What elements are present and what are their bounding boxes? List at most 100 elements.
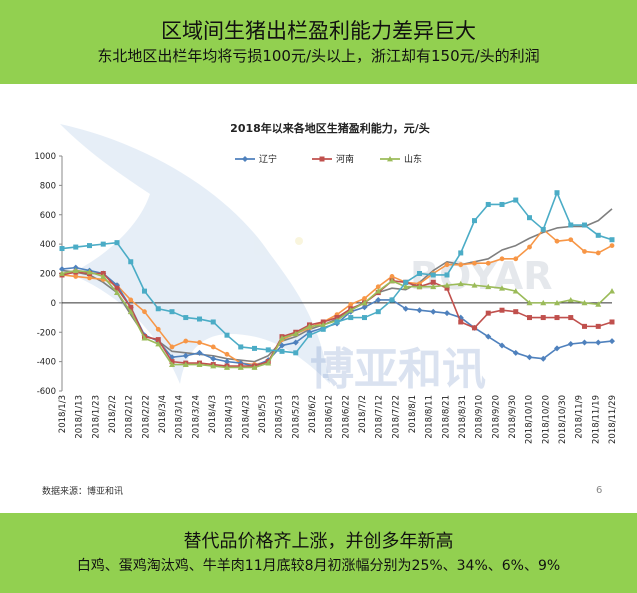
chart-title: 2018年以来各地区生猪盈利能力，元/头 xyxy=(230,121,430,135)
footer-title: 替代品价格齐上涨，并创多年新高 xyxy=(183,531,454,552)
point-marker-square xyxy=(485,201,491,207)
x-tick-label: 2018/4/13 xyxy=(225,395,235,439)
x-tick-label: 2018/8/21 xyxy=(441,395,451,439)
legend-item-2: 河南 xyxy=(312,153,354,165)
x-tick-label: 2018/8/1 xyxy=(408,395,418,433)
point-marker-square xyxy=(307,332,312,338)
point-marker-triangle xyxy=(237,364,244,370)
point-marker-triangle xyxy=(100,273,107,279)
x-tick-label: 2018/6/22 xyxy=(341,395,351,439)
point-marker-square xyxy=(59,246,65,252)
x-tick-label: 2018/6/12 xyxy=(325,395,335,439)
slide-title: 区域间生猪出栏盈利能力差异巨大 xyxy=(161,19,476,43)
point-marker-square xyxy=(100,241,106,247)
point-marker-square xyxy=(472,325,477,331)
point-marker-triangle xyxy=(127,308,134,315)
point-marker-square xyxy=(540,226,546,232)
y-tick-label: 1000 xyxy=(34,152,56,162)
point-marker-triangle xyxy=(430,283,437,290)
point-marker-square xyxy=(389,297,395,303)
legend-label: 河南 xyxy=(336,153,354,165)
point-marker-circle xyxy=(142,309,147,315)
point-marker-square xyxy=(320,326,326,332)
point-marker-triangle xyxy=(471,282,478,288)
bird-eye xyxy=(295,237,303,245)
point-marker-square xyxy=(224,332,230,338)
point-marker-diamond xyxy=(375,296,382,303)
point-marker-circle xyxy=(183,338,189,344)
point-marker-triangle xyxy=(265,360,272,366)
point-marker-square xyxy=(527,315,532,321)
point-marker-circle xyxy=(375,284,381,290)
point-marker-diamond xyxy=(224,358,230,365)
point-marker-circle xyxy=(73,274,79,279)
point-marker-diamond xyxy=(554,345,560,352)
point-marker-diamond xyxy=(242,156,248,162)
point-marker-square xyxy=(87,243,92,249)
header-banner: 区域间生猪出栏盈利能力差异巨大 东北地区出栏年均将亏损100元/头以上，浙江却有… xyxy=(0,0,637,84)
point-marker-square xyxy=(444,272,450,278)
point-marker-square xyxy=(142,288,147,294)
y-tick-label: -200 xyxy=(37,328,56,338)
point-marker-triangle xyxy=(72,267,79,273)
point-marker-diamond xyxy=(182,352,189,359)
legend-item-3: 山东 xyxy=(380,153,422,165)
point-marker-circle xyxy=(87,275,92,281)
point-marker-square xyxy=(499,201,505,207)
watermark-bird-logo xyxy=(60,124,330,384)
y-tick-label: 0 xyxy=(51,299,56,309)
point-marker-triangle xyxy=(210,363,217,369)
point-marker-square xyxy=(609,319,615,325)
point-marker-circle xyxy=(527,244,532,250)
point-marker-square xyxy=(582,222,587,228)
point-marker-diamond xyxy=(416,307,423,314)
point-marker-square xyxy=(458,250,464,256)
point-marker-circle xyxy=(362,296,367,301)
legend: 辽宁 河南 山东 xyxy=(235,153,422,165)
point-marker-circle xyxy=(197,340,202,345)
x-tick-label: 2018/1/23 xyxy=(91,395,101,439)
x-tick-label: 2018/5/3 xyxy=(258,395,268,433)
point-marker-triangle xyxy=(499,285,505,291)
point-marker-square xyxy=(155,337,161,343)
x-tick-label: 2018/6/2 xyxy=(308,395,318,433)
point-marker-square xyxy=(430,272,436,278)
point-marker-circle xyxy=(444,262,450,268)
y-tick-label: 800 xyxy=(40,181,56,191)
point-marker-square xyxy=(265,347,271,353)
point-marker-diamond xyxy=(540,355,547,362)
point-marker-square xyxy=(417,271,422,276)
point-marker-diamond xyxy=(279,342,285,349)
x-tick-label: 2018/2/22 xyxy=(141,395,151,439)
bird-wing-shape xyxy=(60,124,330,384)
x-tick-label: 2018/11/29 xyxy=(608,395,618,444)
point-marker-triangle xyxy=(320,321,327,328)
point-marker-square xyxy=(210,319,216,325)
x-tick-label: 2018/7/2 xyxy=(358,395,368,433)
point-marker-diamond xyxy=(526,354,533,361)
x-tick-label: 2018/9/10 xyxy=(475,395,485,439)
point-marker-square xyxy=(183,315,189,321)
point-marker-circle xyxy=(458,262,464,268)
point-marker-diamond xyxy=(512,349,519,356)
point-marker-square xyxy=(513,197,519,203)
x-tick-label: 2018/3/4 xyxy=(158,395,168,433)
point-marker-triangle xyxy=(251,364,258,370)
x-tick-label: 2018/2/12 xyxy=(125,395,135,439)
x-tick-label: 2018/4/3 xyxy=(208,395,218,433)
point-marker-triangle xyxy=(182,361,189,367)
point-marker-triangle xyxy=(224,364,230,370)
point-marker-square xyxy=(513,309,519,315)
x-tick-label: 2018/8/31 xyxy=(458,395,468,439)
x-tick-label: 2018/9/30 xyxy=(508,395,518,439)
x-tick-label: 2018/8/11 xyxy=(425,395,435,439)
point-marker-square xyxy=(73,244,79,250)
slide-subtitle: 东北地区出栏年均将亏损100元/头以上，浙江却有150元/头的利润 xyxy=(97,47,540,65)
point-marker-triangle xyxy=(389,277,395,284)
x-tick-label: 2018/1/3 xyxy=(58,395,68,433)
point-marker-square xyxy=(595,323,601,329)
point-marker-square xyxy=(293,350,299,356)
point-marker-diamond xyxy=(210,355,217,362)
point-marker-triangle xyxy=(86,269,93,275)
footer-banner: 替代品价格齐上涨，并创多年新高 白鸡、蛋鸡淘汰鸡、牛羊肉11月底较8月初涨幅分别… xyxy=(0,513,637,593)
